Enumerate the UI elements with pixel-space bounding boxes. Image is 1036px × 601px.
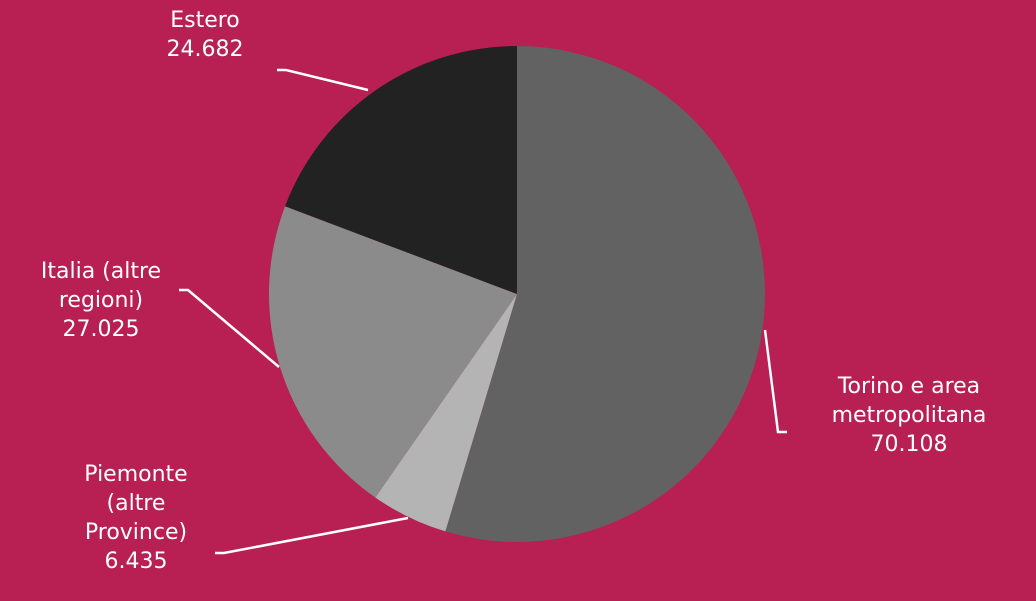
leader-line-torino [763,329,787,434]
leader-line-piemonte [215,516,409,555]
slice-value-torino: 70.108 [870,432,948,457]
slice-label-piemonte-line-3: Province) [84,520,188,545]
slice-label-torino: Torino e area metropolitana 70.108 [800,372,1018,459]
pie-slice-piemonte [375,294,517,532]
slice-value-estero: 24.682 [166,37,244,62]
slice-label-estero: Estero 24.682 [140,6,270,64]
pie-slice-torino [445,46,766,542]
pie-slices [269,46,766,542]
slice-label-piemonte-line-2: (altre [106,491,166,516]
slice-label-piemonte: Piemonte (altre Province) 6.435 [46,460,226,576]
leader-lines [179,68,787,555]
slice-label-torino-line-1: Torino e area [837,374,981,399]
leader-line-estero [277,68,369,92]
slice-label-piemonte-line-1: Piemonte [84,462,188,487]
slice-label-italia-line-1: Italia (altre [40,259,162,284]
slice-value-piemonte: 6.435 [104,549,168,574]
slice-label-estero-line-1: Estero [170,8,240,33]
slice-label-torino-line-2: metropolitana [831,403,987,428]
slice-label-italia: Italia (altre regioni) 27.025 [6,257,196,344]
leader-line-italia [179,288,280,368]
slice-value-italia: 27.025 [62,317,140,342]
pie-slice-estero [285,46,517,294]
slice-label-italia-line-2: regioni) [58,288,144,313]
pie-slice-italia [269,206,517,498]
